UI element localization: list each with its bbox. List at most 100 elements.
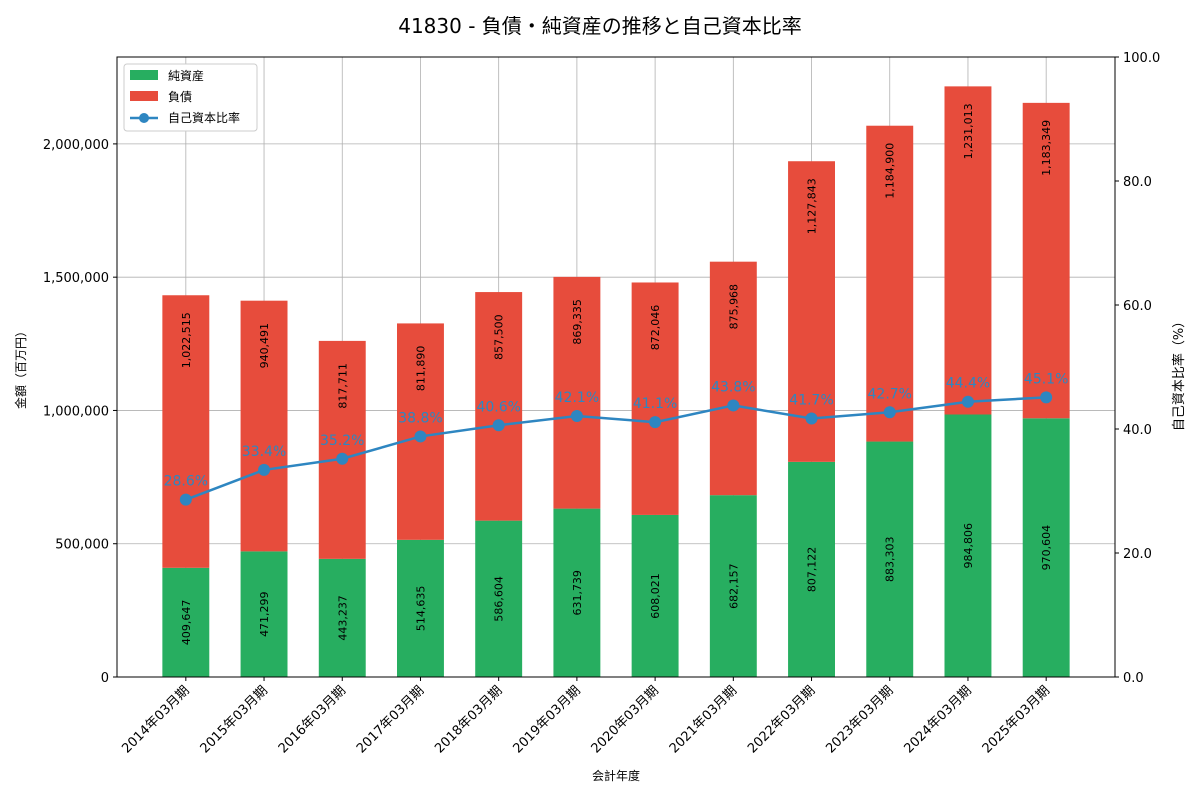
y-tick-label: 1,000,000 [43,404,109,419]
ratio-label: 41.7% [789,392,833,408]
y2-tick-label: 100.0 [1123,51,1160,66]
x-tick-label: 2021年03月期 [667,683,740,756]
x-tick-label: 2018年03月期 [432,683,505,756]
bar-label-equity: 443,237 [336,595,349,641]
x-axis-label: 会計年度 [592,768,640,783]
bar-label-equity: 586,604 [493,576,506,622]
x-tick-label: 2024年03月期 [902,683,975,756]
bar-label-equity: 471,299 [258,591,271,637]
x-tick-label: 2015年03月期 [198,683,271,756]
x-tick-label: 2017年03月期 [354,683,427,756]
ratio-point [258,463,271,476]
ratio-label: 28.6% [164,474,208,490]
ratio-point [883,406,896,419]
bar-label-liabilities: 1,127,843 [806,178,819,234]
ratio-point [492,419,505,432]
chart-title: 41830 - 負債・純資産の推移と自己資本比率 [398,14,802,38]
bar-label-equity: 631,739 [571,570,584,616]
ratio-label: 35.2% [320,433,364,449]
x-tick-label: 2022年03月期 [745,683,818,756]
y-tick-label: 0 [101,671,109,686]
x-tick-label: 2016年03月期 [276,683,349,756]
y2-axis-label: 自己資本比率（%） [1171,315,1187,431]
bar-label-equity: 682,157 [727,563,740,609]
bar-liabilities [866,125,914,442]
bar-liabilities [944,86,992,415]
ratio-point [649,416,662,429]
bar-equity [240,551,288,677]
bar-equity [475,520,523,677]
bar-equity [318,558,366,677]
ratio-label: 33.4% [242,444,286,460]
bar-label-liabilities: 857,500 [493,314,506,360]
y2-tick-label: 80.0 [1123,175,1152,190]
plot-frame [116,56,1116,678]
y-tick-label: 1,500,000 [43,271,109,286]
bar-label-liabilities: 817,711 [336,363,349,409]
bar-label-liabilities: 869,335 [571,299,584,345]
y2-tick-label: 60.0 [1123,299,1152,314]
y-tick-label: 500,000 [55,538,109,553]
ratio-point [414,430,427,443]
bar-label-liabilities: 872,046 [649,305,662,351]
bar-label-equity: 970,604 [1040,525,1053,571]
legend-box [123,63,258,132]
bar-equity [944,414,992,677]
bar-label-liabilities: 811,890 [414,346,427,392]
bar-equity [866,441,914,677]
ratio-point [336,452,349,465]
ratio-point [805,412,818,425]
ratio-label: 42.1% [555,390,599,406]
bar-liabilities [318,340,366,559]
bar-label-liabilities: 940,491 [258,323,271,369]
bar-label-equity: 807,122 [806,547,819,593]
y-axis-label: 金額（百万円） [13,325,28,409]
ratio-point [961,395,974,408]
x-tick-label: 2020年03月期 [589,683,662,756]
ratio-point [179,493,192,506]
bar-equity [788,461,835,677]
bar-label-equity: 883,303 [884,537,897,583]
legend-swatch-liabilities [130,91,158,101]
bar-label-liabilities: 875,968 [727,284,740,330]
ratio-label: 43.8% [711,379,755,395]
ratio-label: 45.1% [1024,371,1068,387]
bar-liabilities [1022,102,1070,419]
bar-liabilities [475,292,523,521]
bar-liabilities [162,295,210,568]
y-tick-label: 2,000,000 [43,138,109,153]
bar-equity [397,539,444,677]
ratio-label: 41.1% [633,396,677,412]
bar-label-liabilities: 1,183,349 [1040,120,1053,176]
bar-label-equity: 608,021 [649,573,662,619]
legend-swatch-ratio-marker [139,113,149,123]
bar-label-liabilities: 1,184,900 [884,143,897,199]
bar-liabilities [631,282,679,515]
bar-equity [553,508,601,677]
bar-label-liabilities: 1,231,013 [962,103,975,159]
bar-label-equity: 984,806 [962,523,975,569]
bar-liabilities [709,261,757,496]
bar-equity [709,495,757,677]
x-tick-label: 2014年03月期 [119,683,192,756]
bar-label-equity: 514,635 [414,586,427,632]
x-tick-label: 2019年03月期 [510,683,583,756]
bar-equity [162,567,210,677]
y2-tick-label: 0.0 [1123,671,1144,686]
legend-swatch-equity [130,70,158,80]
ratio-label: 42.7% [868,386,912,402]
ratio-point [570,409,583,422]
ratio-point [1040,391,1053,404]
legend-label-ratio: 自己資本比率 [168,110,240,125]
bar-liabilities [240,300,288,552]
legend-label-liabilities: 負債 [168,89,192,104]
bar-equity [1022,418,1070,677]
y2-tick-label: 20.0 [1123,547,1152,562]
legend-label-equity: 純資産 [168,68,204,83]
ratio-label: 44.4% [946,376,990,392]
x-tick-label: 2023年03月期 [823,683,896,756]
ratio-line [185,396,1047,501]
ratio-label: 40.6% [476,399,520,415]
